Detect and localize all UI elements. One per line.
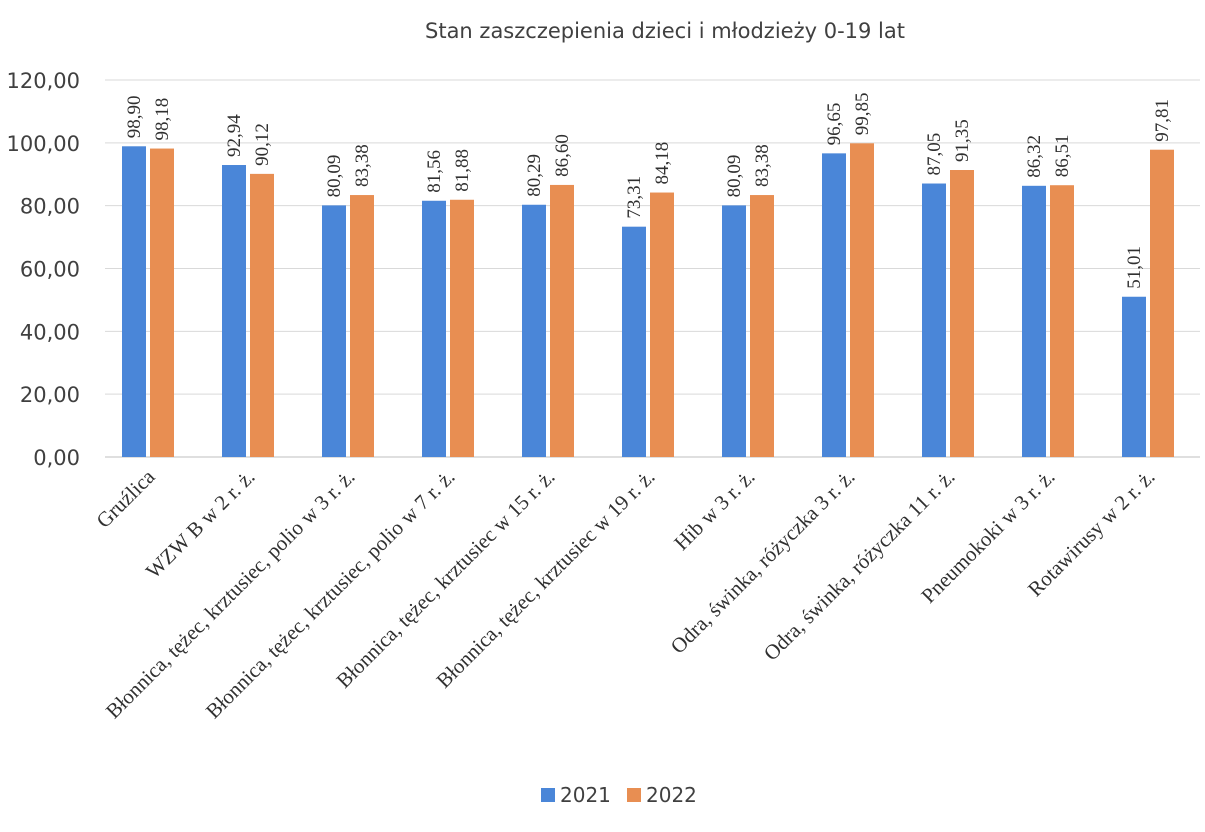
y-tick-label: 20,00	[20, 383, 80, 407]
bar-2021	[722, 205, 746, 457]
data-label: 86,51	[1052, 134, 1073, 177]
legend-label: 2022	[646, 783, 697, 807]
bar-2022	[950, 170, 974, 458]
y-axis-ticks: 0,00 20,00 40,00 60,00 80,00 100,00 120,00	[7, 69, 80, 470]
y-tick-label: 100,00	[7, 132, 80, 156]
bar-2021	[1122, 296, 1146, 457]
bar-2022	[650, 192, 674, 458]
data-label: 92,94	[224, 114, 245, 157]
y-tick-label: 80,00	[20, 195, 80, 219]
data-label: 81,88	[452, 149, 473, 192]
data-label: 81,56	[424, 150, 445, 193]
bars	[122, 143, 1174, 458]
bar-2021	[922, 183, 946, 457]
data-label: 80,29	[524, 154, 545, 197]
bar-2021	[222, 165, 246, 458]
y-tick-label: 40,00	[20, 320, 80, 344]
data-label: 80,09	[324, 155, 345, 198]
data-label: 87,05	[924, 133, 945, 176]
bar-2022	[150, 148, 174, 458]
data-label: 83,38	[752, 144, 773, 187]
chart-title: Stan zaszczepienia dzieci i młodzieży 0-…	[425, 19, 905, 43]
bar-2021	[1022, 185, 1046, 457]
x-tick-label: Gruźlica	[91, 464, 160, 533]
data-label: 98,90	[124, 96, 145, 139]
data-label: 97,81	[1152, 99, 1173, 142]
legend-label: 2021	[560, 783, 611, 807]
x-tick-label: Odra, świnka, różyczka 3 r. ż.	[666, 465, 860, 659]
bar-2021	[422, 200, 446, 457]
data-label: 96,65	[824, 103, 845, 146]
y-tick-label: 60,00	[20, 258, 80, 282]
data-label: 80,09	[724, 155, 745, 198]
bar-2022	[750, 195, 774, 457]
bar-2021	[522, 204, 546, 457]
bar-2021	[122, 146, 146, 457]
data-label: 51,01	[1124, 246, 1145, 289]
bar-2022	[850, 143, 874, 458]
bar-2021	[822, 153, 846, 457]
x-tick-label: Błonnica, tężec, krztusiec w 15 r. ż.	[331, 465, 559, 693]
data-label: 84,18	[652, 142, 673, 185]
bar-2022	[250, 173, 274, 458]
data-labels: 98,90 98,18 92,94 90,12 80,09 83,38 81,56 81,88…	[124, 93, 1173, 289]
x-tick-label: Odra, świnka, różyczka 11 r. ż.	[759, 465, 960, 666]
data-label: 86,32	[1024, 135, 1045, 178]
data-label: 86,60	[552, 134, 573, 177]
bar-2022	[450, 199, 474, 458]
bar-2022	[350, 195, 374, 457]
data-label: 99,85	[852, 93, 873, 136]
bar-2021	[322, 205, 346, 457]
bar-2022	[550, 184, 574, 457]
x-tick-label: Błonnica, tężec, krztusiec w 19 r. ż.	[431, 465, 659, 693]
bar-2021	[622, 226, 646, 457]
data-label: 91,35	[952, 119, 973, 162]
legend-swatch-2022	[627, 788, 641, 802]
bar-2022	[1150, 149, 1174, 458]
data-label: 73,31	[624, 176, 645, 219]
legend-swatch-2021	[541, 788, 555, 802]
x-tick-label: Hib w 3 r. ż.	[669, 465, 759, 555]
data-label: 90,12	[252, 123, 273, 166]
data-label: 98,18	[152, 98, 173, 141]
bar-2022	[1050, 185, 1074, 457]
y-tick-label: 120,00	[7, 69, 80, 93]
data-label: 83,38	[352, 144, 373, 187]
y-tick-label: 0,00	[33, 446, 80, 470]
legend: 2021 2022	[541, 783, 697, 807]
